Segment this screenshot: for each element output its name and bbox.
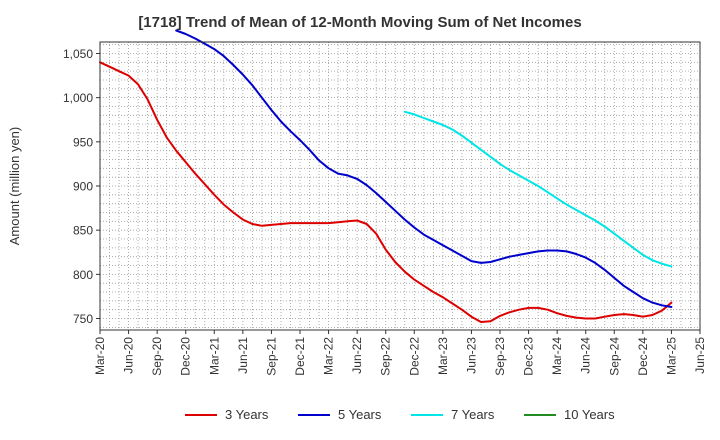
series-lines	[99, 29, 673, 323]
x-tick-label: Mar-20	[93, 337, 107, 375]
y-axis-label: Amount (million yen)	[7, 127, 22, 246]
x-tick-label: Jun-25	[693, 337, 707, 374]
legend: 3 Years 5 Years 7 Years 10 Years	[0, 404, 720, 426]
legend-swatch	[298, 414, 330, 416]
x-tick-label: Mar-24	[550, 337, 564, 375]
x-tick-label: Jun-20	[122, 337, 136, 374]
legend-swatch	[411, 414, 443, 416]
x-tick-label: Sep-21	[264, 337, 278, 376]
x-tick-label: Dec-22	[407, 337, 421, 376]
x-tick-label: Dec-23	[522, 337, 536, 376]
x-tick-label: Jun-22	[350, 337, 364, 374]
x-tick-label: Sep-22	[379, 337, 393, 376]
x-tick-label: Dec-21	[293, 337, 307, 376]
y-tick-label: 800	[73, 268, 93, 282]
legend-label: 7 Years	[451, 407, 495, 422]
x-tick-label: Jun-21	[236, 337, 250, 374]
x-tick-label: Jun-23	[464, 337, 478, 374]
grid-lines	[100, 42, 700, 330]
y-tick-label: 900	[73, 180, 93, 194]
x-tick-label: Sep-20	[150, 337, 164, 376]
y-tick-label: 950	[73, 135, 93, 149]
x-tick-label: Mar-21	[207, 337, 221, 375]
x-tick-label: Mar-25	[664, 337, 678, 375]
y-tick-label: 850	[73, 224, 93, 238]
x-tick-label: Jun-24	[579, 337, 593, 374]
x-tick-label: Dec-20	[179, 337, 193, 376]
series-line-3-years	[99, 61, 673, 323]
x-tick-label: Mar-22	[322, 337, 336, 375]
x-tick-label: Mar-23	[436, 337, 450, 375]
y-tick-label: 1,050	[63, 47, 93, 61]
legend-label: 3 Years	[225, 407, 269, 422]
chart-title: [1718] Trend of Mean of 12-Month Moving …	[138, 14, 582, 31]
x-tick-label: Sep-23	[493, 337, 507, 376]
legend-swatch	[185, 414, 217, 416]
x-tick-label: Dec-24	[636, 337, 650, 376]
y-tick-label: 1,000	[63, 91, 93, 105]
y-axis-ticks: 750 800 850 900 950 1,000 1,050	[63, 47, 100, 326]
legend-swatch	[524, 414, 556, 416]
legend-label: 10 Years	[564, 407, 615, 422]
legend-label: 5 Years	[338, 407, 382, 422]
series-line-5-years	[175, 29, 673, 308]
x-tick-label: Sep-24	[607, 337, 621, 376]
series-line-7-years	[403, 110, 673, 268]
y-tick-label: 750	[73, 312, 93, 326]
x-axis-ticks: Mar-20 Jun-20 Sep-20 Dec-20 Mar-21 Jun-21 Sep-…	[93, 330, 707, 376]
